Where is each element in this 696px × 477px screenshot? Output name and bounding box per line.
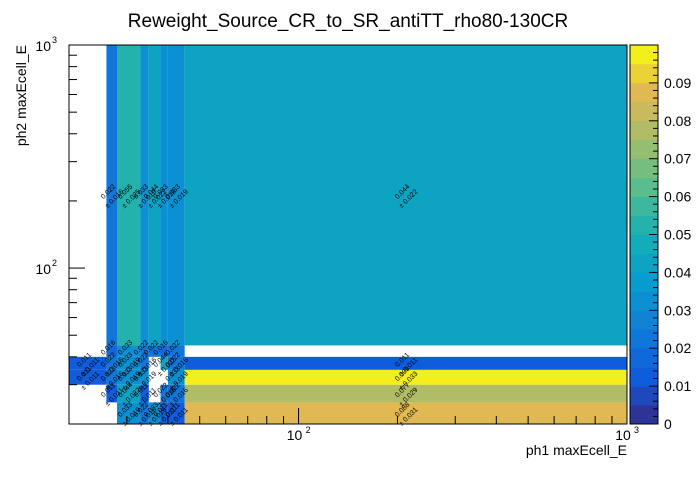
heatmap-cell: [184, 369, 628, 385]
heatmap-cell: [148, 402, 161, 424]
colorbar-segment: [630, 405, 658, 425]
colorbar-segment: [630, 272, 658, 292]
heatmap-cell: [167, 402, 185, 424]
x-tick-label: 10 3: [615, 425, 639, 443]
heatmap-cell: [184, 384, 628, 403]
x-tick-label: 10 2: [287, 425, 311, 443]
y-tick-label-base: 10: [35, 38, 51, 54]
heatmap-cell: [106, 369, 117, 385]
heatmap-cell: [140, 356, 149, 370]
x-tick-label-base: 10: [615, 427, 631, 443]
colorbar-tick-label: 0.02: [664, 340, 691, 356]
y-tick-label-exponent: 3: [52, 35, 57, 45]
colorbar-segment: [630, 177, 658, 197]
heatmap-cell: [106, 345, 117, 357]
y-tick-label-exponent: 2: [52, 258, 57, 268]
heatmap-cell: [140, 369, 149, 385]
colorbar-segment: [630, 120, 658, 141]
heatmap-cell: [160, 345, 168, 357]
colorbar-segment: [630, 367, 658, 387]
heatmap-cell: [184, 45, 628, 346]
colorbar-segment: [630, 63, 658, 84]
heatmap-cell: [160, 402, 168, 424]
plot-frame: [68, 44, 628, 425]
heatmap-cell: [167, 384, 185, 403]
colorbar-segment: [630, 234, 658, 254]
heatmap-cell: [167, 45, 185, 346]
colorbar-tick-label: 0.04: [664, 264, 691, 280]
colorbar-tick-label: 0.03: [664, 302, 691, 318]
colorbar-tick-label: 0.07: [664, 151, 691, 167]
heatmap-cell: [148, 45, 161, 346]
y-axis-label: ph2 maxEcell_E: [13, 45, 29, 146]
heatmap-cell: [116, 402, 141, 424]
colorbar-segment: [630, 253, 658, 273]
x-axis-ticks: 10 2 10 3: [68, 408, 639, 443]
colorbar-segment: [630, 196, 658, 216]
heatmap-cell: [167, 345, 185, 357]
y-tick-label: 10 3: [35, 35, 57, 54]
y-tick-label-base: 10: [35, 261, 51, 277]
heatmap-cell: [184, 356, 628, 370]
colorbar-segment: [630, 215, 658, 235]
heatmap-cell: [167, 356, 185, 370]
colorbar-segment: [630, 139, 658, 159]
heatmap-cell: [69, 369, 107, 385]
heatmap-cell: [69, 356, 107, 370]
heatmap-cell: [140, 384, 149, 403]
heatmap-cell: [106, 384, 117, 403]
heatmap-cell: [116, 345, 141, 357]
colorbar-segment: [630, 386, 658, 406]
heatmap-cell: [140, 345, 149, 357]
heatmap-cell: [167, 369, 185, 385]
heatmap-cell: [140, 45, 149, 346]
heatmap-cells: [69, 45, 628, 424]
heatmap-cell: [184, 402, 628, 424]
chart-title: Reweight_Source_CR_to_SR_antiTT_rho80-13…: [128, 11, 568, 32]
x-tick-label-exponent: 2: [306, 425, 311, 435]
colorbar-tick-label: 0.05: [664, 227, 691, 243]
colorbar-segment: [630, 82, 658, 103]
colorbar-tick-label: 0.09: [664, 75, 691, 91]
x-axis-label: ph1 maxEcell_E: [526, 442, 627, 458]
heatmap-cell: [116, 369, 141, 385]
colorbar-tick-label: 0.01: [664, 378, 691, 394]
heatmap-cell: [160, 384, 168, 403]
colorbar-segment: [630, 158, 658, 178]
colorbar-tick-label: 0.08: [664, 113, 691, 129]
colorbar-segment: [630, 348, 658, 368]
heatmap-cell: [106, 45, 117, 346]
x-tick-label-exponent: 3: [634, 425, 639, 435]
heatmap-cell: [106, 356, 117, 370]
y-tick-label: 10 2: [35, 258, 57, 277]
colorbar: 0 0.01 0.02 0.03 0.04 0.05 0.06 0.07 0.08 0.09: [629, 44, 691, 432]
heatmap-cell: [116, 356, 141, 370]
heatmap-cell: [116, 45, 141, 346]
heatmap-cell: [148, 345, 161, 357]
colorbar-tick-label: 0.06: [664, 189, 691, 205]
colorbar-segment: [630, 291, 658, 311]
colorbar-segment: [630, 101, 658, 122]
heatmap-cell: [140, 402, 149, 424]
colorbar-segment: [630, 329, 658, 349]
colorbar-segment: [630, 310, 658, 330]
heatmap-cell: [160, 45, 168, 346]
colorbar-segment: [630, 45, 658, 65]
heatmap-cell: [116, 384, 141, 403]
heatmap-cell: [160, 356, 168, 370]
colorbar-tick-label: 0: [664, 416, 672, 432]
x-tick-label-base: 10: [287, 427, 303, 443]
